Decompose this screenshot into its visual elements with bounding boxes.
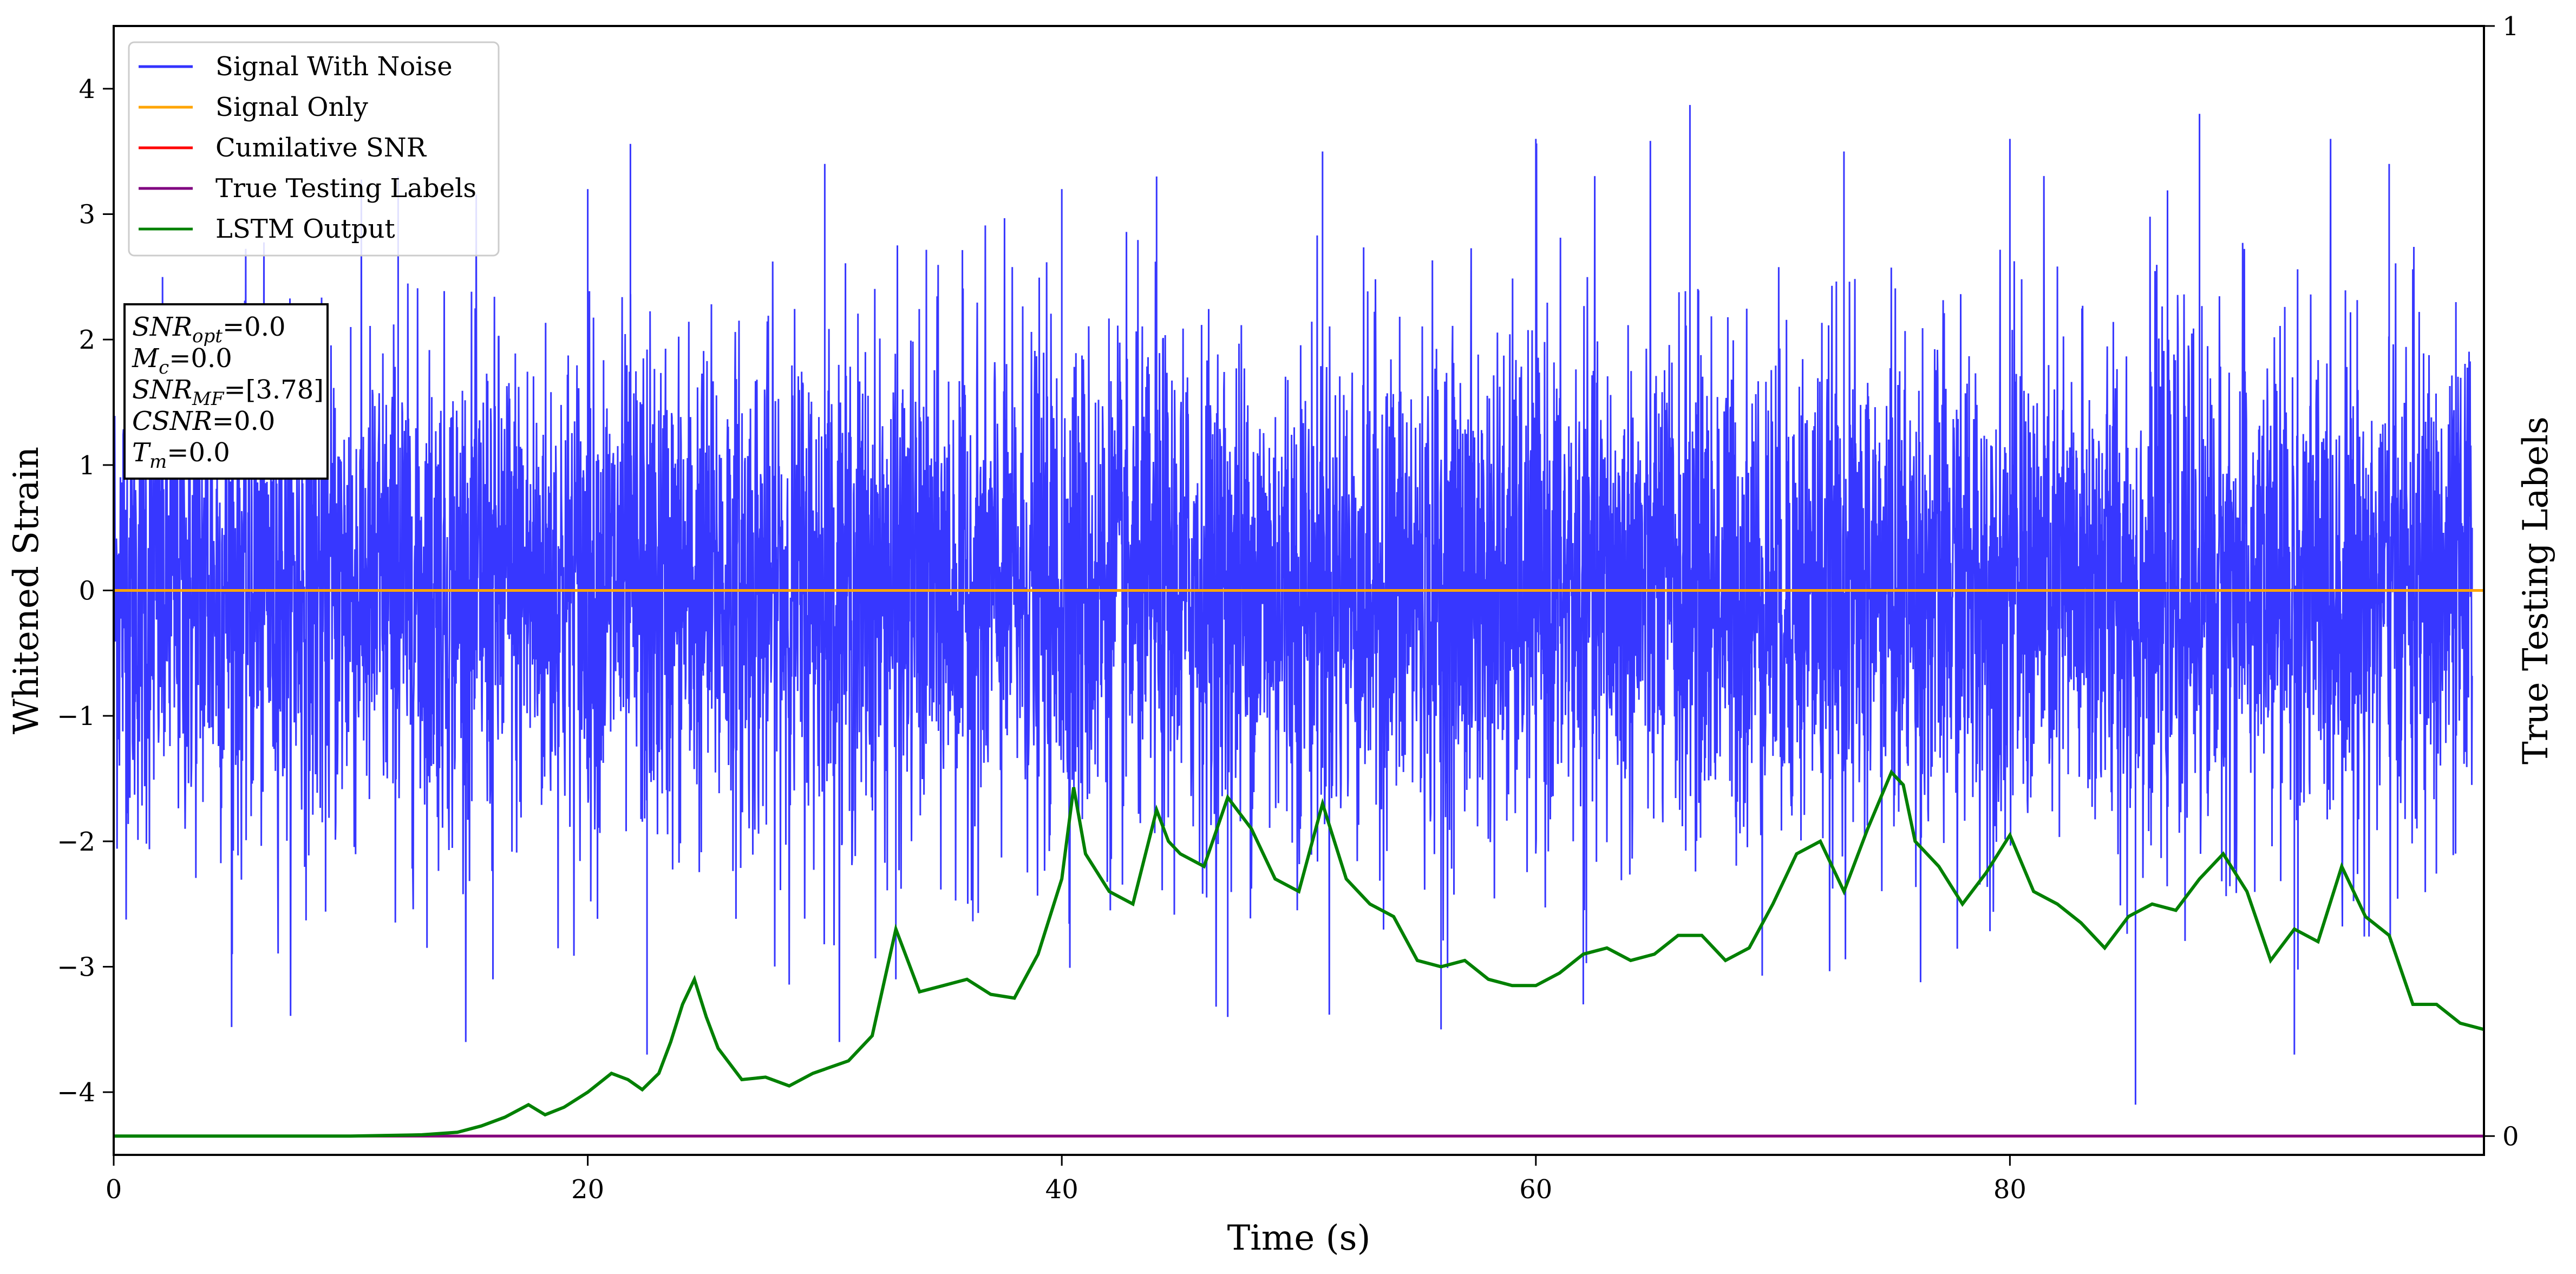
legend-frame — [128, 41, 500, 257]
annotation-box: SNRopt=0.0Mc=0.0SNRMF=[3.78]CSNR=0.0Tm=0… — [123, 303, 329, 480]
x-tick-label-80: 80 — [1993, 1174, 2026, 1205]
x-tick-label-0: 0 — [106, 1174, 122, 1205]
y-tick-label-2: 2 — [79, 325, 95, 355]
x-tick-label-20: 20 — [571, 1174, 604, 1205]
legend-label-3: True Testing Labels — [215, 173, 476, 204]
y-axis-right-label: True Testing Labels — [2516, 416, 2556, 765]
annotation-line-1: Mc=0.0 — [132, 343, 232, 378]
legend-label-0: Signal With Noise — [215, 51, 453, 82]
legend-label-1: Signal Only — [215, 92, 368, 122]
y-tick-label-1: 1 — [79, 450, 95, 481]
y-right-tick-label-0: 0 — [2502, 1121, 2519, 1152]
annotation-line-2: SNRMF=[3.78] — [132, 375, 324, 410]
y-tick-label-3: 3 — [79, 200, 95, 230]
y-tick-label-0: 0 — [79, 576, 95, 606]
y-tick-label--2: −2 — [57, 827, 95, 857]
x-tick-label-60: 60 — [1519, 1174, 1552, 1205]
annotation-line-0: SNRopt=0.0 — [132, 312, 286, 347]
plot-layer — [114, 104, 2484, 1138]
annotation-line-3: CSNR=0.0 — [132, 406, 275, 436]
x-tick-label-40: 40 — [1045, 1174, 1078, 1205]
legend: Signal With Noise Signal Only Cumilative S… — [128, 41, 500, 257]
y-tick-label--1: −1 — [57, 701, 95, 731]
y-axis-label: Whitened Strain — [6, 447, 47, 734]
y-tick-label-4: 4 — [79, 74, 95, 104]
y-right-tick-label-1: 1 — [2502, 11, 2519, 42]
series-lstm-output — [114, 769, 2484, 1138]
series-group — [114, 104, 2484, 1138]
annotation-frame — [123, 303, 329, 480]
legend-label-4: LSTM Output — [215, 214, 395, 244]
x-axis-label: Time (s) — [1227, 1218, 1371, 1258]
y-tick-label--4: −4 — [57, 1077, 95, 1108]
annotation-line-4: Tm=0.0 — [132, 437, 230, 473]
y-tick-label--3: −3 — [57, 952, 95, 983]
legend-label-2: Cumilative SNR — [215, 133, 427, 163]
series-signal-with-noise — [114, 104, 2473, 1105]
